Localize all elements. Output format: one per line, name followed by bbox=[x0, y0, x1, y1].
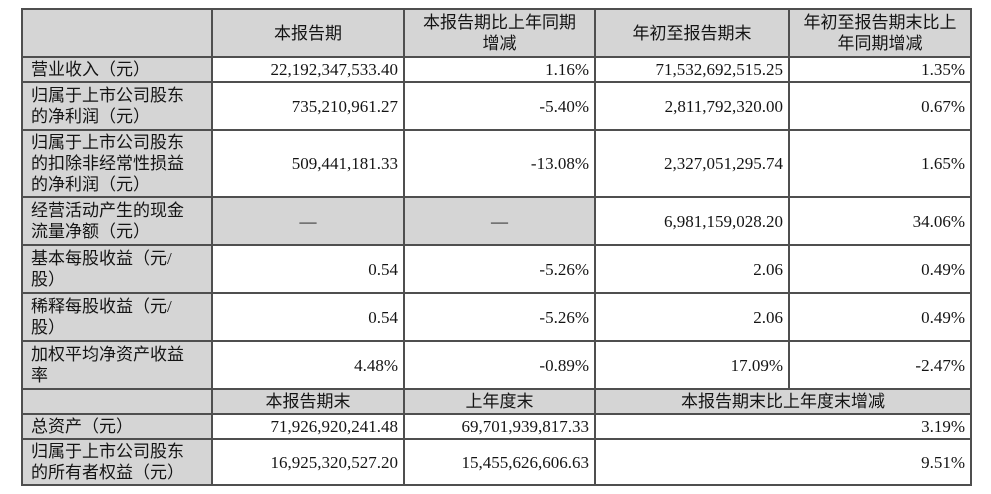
ytd-change-value: 0.49% bbox=[788, 292, 972, 342]
metric-label: 总资产（元） bbox=[21, 413, 213, 440]
header-row-period: 本报告期 本报告期比上年同期 增减 年初至报告期末 年初至报告期末比上 年同期增… bbox=[21, 8, 972, 58]
metric-label: 归属于上市公司股东 的净利润（元） bbox=[21, 81, 213, 131]
period-change-value: — bbox=[403, 196, 596, 246]
period-end-value: 16,925,320,527.20 bbox=[211, 438, 405, 486]
ytd-value: 2.06 bbox=[594, 292, 790, 342]
table-row: 基本每股收益（元/ 股） 0.54 -5.26% 2.06 0.49% bbox=[21, 244, 972, 294]
current-period-value: 0.54 bbox=[211, 292, 405, 342]
header-period-end-change: 本报告期末比上年度末增减 bbox=[594, 388, 972, 415]
header-row-period-end: 本报告期末 上年度末 本报告期末比上年度末增减 bbox=[21, 388, 972, 415]
current-period-value: 0.54 bbox=[211, 244, 405, 294]
ytd-change-value: -2.47% bbox=[788, 340, 972, 390]
table-row: 总资产（元） 71,926,920,241.48 69,701,939,817.… bbox=[21, 413, 972, 440]
table-row: 归属于上市公司股东 的净利润（元） 735,210,961.27 -5.40% … bbox=[21, 81, 972, 131]
ytd-value: 17.09% bbox=[594, 340, 790, 390]
current-period-value: — bbox=[211, 196, 405, 246]
header-corner-cell bbox=[21, 388, 213, 415]
period-change-value: -5.26% bbox=[403, 244, 596, 294]
period-end-value: 71,926,920,241.48 bbox=[211, 413, 405, 440]
header-current-period: 本报告期 bbox=[211, 8, 405, 58]
metric-label: 稀释每股收益（元/ 股） bbox=[21, 292, 213, 342]
period-change-value: -5.26% bbox=[403, 292, 596, 342]
prior-year-end-value: 15,455,626,606.63 bbox=[403, 438, 596, 486]
ytd-value: 6,981,159,028.20 bbox=[594, 196, 790, 246]
period-change-value: -0.89% bbox=[403, 340, 596, 390]
table-row: 归属于上市公司股东 的所有者权益（元） 16,925,320,527.20 15… bbox=[21, 438, 972, 486]
table-row: 归属于上市公司股东 的扣除非经常性损益 的净利润（元） 509,441,181.… bbox=[21, 129, 972, 198]
metric-label: 经营活动产生的现金 流量净额（元） bbox=[21, 196, 213, 246]
current-period-value: 4.48% bbox=[211, 340, 405, 390]
table-row: 经营活动产生的现金 流量净额（元） — — 6,981,159,028.20 3… bbox=[21, 196, 972, 246]
period-change-value: 1.16% bbox=[403, 56, 596, 83]
prior-year-end-value: 69,701,939,817.33 bbox=[403, 413, 596, 440]
ytd-value: 2.06 bbox=[594, 244, 790, 294]
ytd-value: 71,532,692,515.25 bbox=[594, 56, 790, 83]
ytd-value: 2,327,051,295.74 bbox=[594, 129, 790, 198]
metric-label: 归属于上市公司股东 的所有者权益（元） bbox=[21, 438, 213, 486]
ytd-change-value: 34.06% bbox=[788, 196, 972, 246]
metric-label: 归属于上市公司股东 的扣除非经常性损益 的净利润（元） bbox=[21, 129, 213, 198]
table-row: 稀释每股收益（元/ 股） 0.54 -5.26% 2.06 0.49% bbox=[21, 292, 972, 342]
ytd-change-value: 0.49% bbox=[788, 244, 972, 294]
metric-label: 加权平均净资产收益 率 bbox=[21, 340, 213, 390]
header-corner-cell bbox=[21, 8, 213, 58]
ytd-change-value: 1.65% bbox=[788, 129, 972, 198]
ytd-change-value: 1.35% bbox=[788, 56, 972, 83]
ytd-value: 2,811,792,320.00 bbox=[594, 81, 790, 131]
current-period-value: 22,192,347,533.40 bbox=[211, 56, 405, 83]
financial-summary-table: 本报告期 本报告期比上年同期 增减 年初至报告期末 年初至报告期末比上 年同期增… bbox=[21, 8, 972, 486]
header-ytd-change: 年初至报告期末比上 年同期增减 bbox=[788, 8, 972, 58]
period-change-value: -5.40% bbox=[403, 81, 596, 131]
period-end-change-value: 3.19% bbox=[594, 413, 972, 440]
ytd-change-value: 0.67% bbox=[788, 81, 972, 131]
header-current-period-change: 本报告期比上年同期 增减 bbox=[403, 8, 596, 58]
period-change-value: -13.08% bbox=[403, 129, 596, 198]
metric-label: 基本每股收益（元/ 股） bbox=[21, 244, 213, 294]
header-period-end: 本报告期末 bbox=[211, 388, 405, 415]
metric-label: 营业收入（元） bbox=[21, 56, 213, 83]
current-period-value: 509,441,181.33 bbox=[211, 129, 405, 198]
header-ytd: 年初至报告期末 bbox=[594, 8, 790, 58]
table-row: 加权平均净资产收益 率 4.48% -0.89% 17.09% -2.47% bbox=[21, 340, 972, 390]
table-row: 营业收入（元） 22,192,347,533.40 1.16% 71,532,6… bbox=[21, 56, 972, 83]
period-end-change-value: 9.51% bbox=[594, 438, 972, 486]
current-period-value: 735,210,961.27 bbox=[211, 81, 405, 131]
header-prior-year-end: 上年度末 bbox=[403, 388, 596, 415]
